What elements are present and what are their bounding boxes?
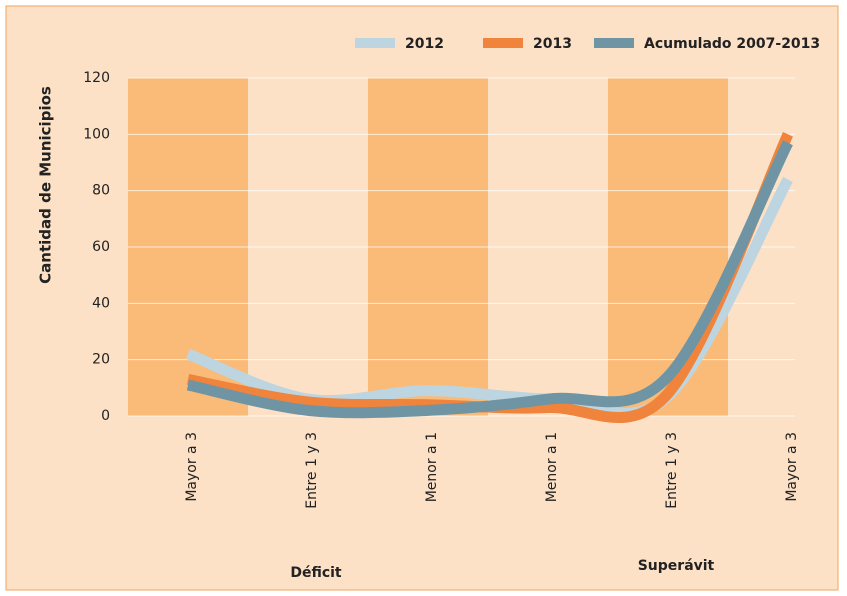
- y-tick-label: 100: [83, 126, 110, 142]
- legend-label: Acumulado 2007-2013: [644, 36, 820, 52]
- y-tick-label: 120: [83, 70, 110, 86]
- x-tick-label: Menor a 1: [544, 432, 560, 502]
- legend-label: 2012: [405, 36, 444, 52]
- legend-label: 2013: [533, 36, 572, 52]
- x-tick-label: Entre 1 y 3: [664, 432, 680, 509]
- x-tick-label: Menor a 1: [424, 432, 440, 502]
- legend-swatch: [483, 38, 523, 48]
- x-tick-label: Entre 1 y 3: [304, 432, 320, 509]
- series-line: [186, 140, 793, 419]
- legend-swatch: [355, 38, 395, 48]
- y-tick-label: 20: [92, 352, 110, 368]
- legend-swatch: [594, 38, 634, 48]
- group-label: Déficit: [290, 565, 342, 581]
- y-axis-label: Cantidad de Municipios: [37, 86, 55, 284]
- group-label: Superávit: [638, 558, 715, 574]
- y-tick-label: 0: [101, 408, 110, 424]
- y-tick-label: 60: [92, 239, 110, 255]
- x-tick-label: Mayor a 3: [784, 432, 800, 502]
- y-tick-label: 40: [92, 295, 110, 311]
- y-tick-label: 80: [92, 183, 110, 199]
- x-tick-label: Mayor a 3: [184, 432, 200, 502]
